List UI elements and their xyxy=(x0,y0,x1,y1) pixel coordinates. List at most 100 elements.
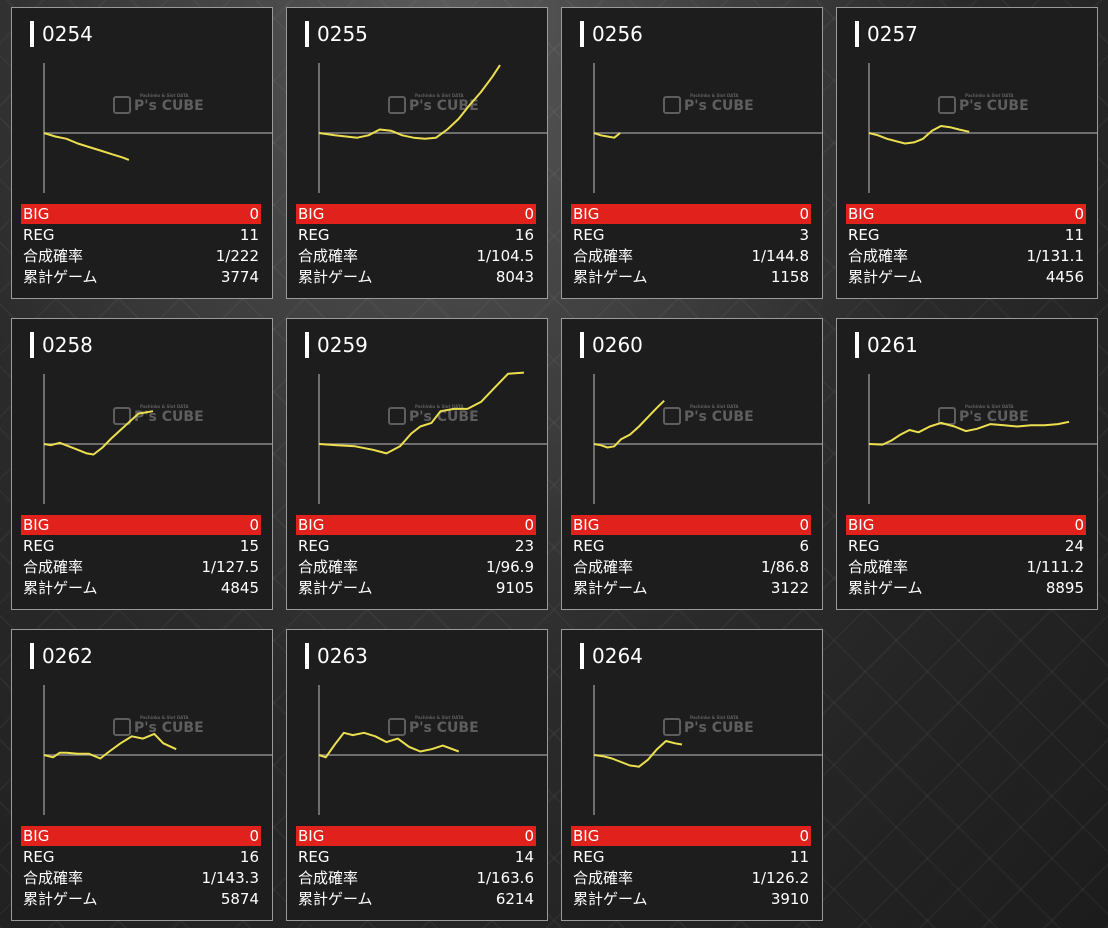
reg-count: 14 xyxy=(514,848,534,866)
slump-graph: P's CUBE Pachinko & Slot DATA xyxy=(318,63,547,193)
machine-card[interactable]: 0260 P's CUBE Pachinko & Slot DATA BIG 0… xyxy=(561,318,823,610)
games-row: 累計ゲーム 4845 xyxy=(21,578,261,598)
machine-number[interactable]: 0255 xyxy=(305,21,368,47)
rate-label: 合成確率 xyxy=(298,558,359,576)
big-row: BIG 0 xyxy=(296,826,536,846)
games-value: 8043 xyxy=(495,268,534,286)
reg-count: 11 xyxy=(789,848,809,866)
big-label: BIG xyxy=(298,205,325,223)
games-row: 累計ゲーム 8043 xyxy=(296,267,536,287)
machine-card[interactable]: 0261 P's CUBE Pachinko & Slot DATA BIG 0… xyxy=(836,318,1098,610)
machine-number[interactable]: 0259 xyxy=(305,332,368,358)
big-count: 0 xyxy=(799,827,809,845)
big-row: BIG 0 xyxy=(21,826,261,846)
machine-number[interactable]: 0257 xyxy=(855,21,918,47)
reg-label: REG xyxy=(298,226,330,244)
watermark-text: P's CUBE xyxy=(409,98,479,114)
rate-label: 合成確率 xyxy=(23,247,84,265)
games-label: 累計ゲーム xyxy=(23,579,98,597)
slump-graph: P's CUBE Pachinko & Slot DATA xyxy=(43,685,272,815)
big-count: 0 xyxy=(1074,516,1084,534)
reg-count: 23 xyxy=(514,537,534,555)
big-label: BIG xyxy=(23,205,50,223)
machine-card[interactable]: 0256 P's CUBE Pachinko & Slot DATA BIG 0… xyxy=(561,7,823,299)
reg-row: REG 16 xyxy=(21,847,261,867)
reg-label: REG xyxy=(573,537,605,555)
slump-line xyxy=(593,740,683,768)
machine-card[interactable]: 0255 P's CUBE Pachinko & Slot DATA BIG 0… xyxy=(286,7,548,299)
reg-count: 11 xyxy=(1064,226,1084,244)
rate-value: 1/144.8 xyxy=(751,247,809,265)
machine-card[interactable]: 0262 P's CUBE Pachinko & Slot DATA BIG 0… xyxy=(11,629,273,921)
games-row: 累計ゲーム 9105 xyxy=(296,578,536,598)
big-label: BIG xyxy=(848,205,875,223)
reg-row: REG 14 xyxy=(296,847,536,867)
big-row: BIG 0 xyxy=(846,515,1086,535)
big-label: BIG xyxy=(573,516,600,534)
watermark-text: P's CUBE xyxy=(134,720,204,736)
machine-card[interactable]: 0264 P's CUBE Pachinko & Slot DATA BIG 0… xyxy=(561,629,823,921)
reg-count: 3 xyxy=(799,226,809,244)
games-row: 累計ゲーム 8895 xyxy=(846,578,1086,598)
machine-number[interactable]: 0261 xyxy=(855,332,918,358)
watermark-logo: P's CUBE Pachinko & Slot DATA xyxy=(663,404,754,425)
reg-count: 24 xyxy=(1064,537,1084,555)
games-value: 4845 xyxy=(220,579,259,597)
slump-line xyxy=(43,132,130,161)
rate-row: 合成確率 1/131.1 xyxy=(846,246,1086,266)
big-count: 0 xyxy=(524,205,534,223)
rate-row: 合成確率 1/111.2 xyxy=(846,557,1086,577)
machine-card[interactable]: 0257 P's CUBE Pachinko & Slot DATA BIG 0… xyxy=(836,7,1098,299)
machine-number[interactable]: 0258 xyxy=(30,332,93,358)
rate-label: 合成確率 xyxy=(848,558,909,576)
slump-line xyxy=(318,371,524,455)
games-row: 累計ゲーム 6214 xyxy=(296,889,536,909)
rate-row: 合成確率 1/144.8 xyxy=(571,246,811,266)
big-row: BIG 0 xyxy=(21,515,261,535)
watermark-tagline: Pachinko & Slot DATA xyxy=(140,93,189,98)
slump-line xyxy=(593,399,665,449)
rate-label: 合成確率 xyxy=(23,558,84,576)
reg-count: 16 xyxy=(514,226,534,244)
reg-row: REG 15 xyxy=(21,536,261,556)
reg-label: REG xyxy=(573,848,605,866)
rate-value: 1/222 xyxy=(215,247,259,265)
machine-card[interactable]: 0263 P's CUBE Pachinko & Slot DATA BIG 0… xyxy=(286,629,548,921)
machine-number[interactable]: 0260 xyxy=(580,332,643,358)
watermark-text: P's CUBE xyxy=(409,409,479,425)
reg-row: REG 16 xyxy=(296,225,536,245)
machine-number[interactable]: 0254 xyxy=(30,21,93,47)
slump-line xyxy=(868,125,970,145)
big-label: BIG xyxy=(298,516,325,534)
rate-value: 1/127.5 xyxy=(201,558,259,576)
games-row: 累計ゲーム 1158 xyxy=(571,267,811,287)
big-count: 0 xyxy=(524,516,534,534)
machine-number[interactable]: 0263 xyxy=(305,643,368,669)
big-label: BIG xyxy=(298,827,325,845)
big-row: BIG 0 xyxy=(846,204,1086,224)
reg-count: 15 xyxy=(239,537,259,555)
rate-row: 合成確率 1/127.5 xyxy=(21,557,261,577)
machine-card[interactable]: 0258 P's CUBE Pachinko & Slot DATA BIG 0… xyxy=(11,318,273,610)
games-row: 累計ゲーム 3774 xyxy=(21,267,261,287)
slump-graph: P's CUBE Pachinko & Slot DATA xyxy=(318,371,547,504)
rate-value: 1/96.9 xyxy=(486,558,534,576)
machine-number[interactable]: 0264 xyxy=(580,643,643,669)
machine-number[interactable]: 0256 xyxy=(580,21,643,47)
machine-card[interactable]: 0254 P's CUBE Pachinko & Slot DATA BIG 0… xyxy=(11,7,273,299)
reg-label: REG xyxy=(298,848,330,866)
big-count: 0 xyxy=(799,516,809,534)
rate-row: 合成確率 1/104.5 xyxy=(296,246,536,266)
games-value: 6214 xyxy=(495,890,534,908)
games-value: 3910 xyxy=(770,890,809,908)
games-label: 累計ゲーム xyxy=(848,579,923,597)
slump-graph: P's CUBE Pachinko & Slot DATA xyxy=(593,374,822,504)
machine-card[interactable]: 0259 P's CUBE Pachinko & Slot DATA BIG 0… xyxy=(286,318,548,610)
big-label: BIG xyxy=(848,516,875,534)
big-label: BIG xyxy=(573,827,600,845)
watermark-logo: P's CUBE Pachinko & Slot DATA xyxy=(663,93,754,114)
big-row: BIG 0 xyxy=(21,204,261,224)
slump-graph: P's CUBE Pachinko & Slot DATA xyxy=(318,685,547,815)
machine-number[interactable]: 0262 xyxy=(30,643,93,669)
